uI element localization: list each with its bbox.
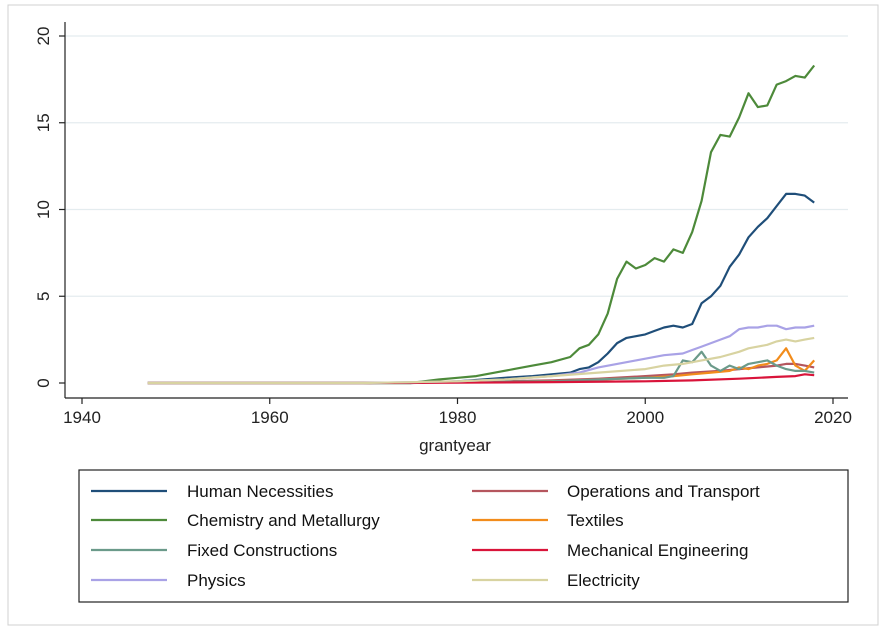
legend-label-5: Mechanical Engineering <box>567 541 748 560</box>
series-lines <box>147 64 816 385</box>
x-tick-label-3: 2000 <box>626 408 664 427</box>
series-line-7 <box>147 336 815 385</box>
x-tick-label-1: 1960 <box>251 408 289 427</box>
y-tick-label-1: 5 <box>34 292 53 301</box>
y-tick-label-3: 15 <box>34 113 53 132</box>
legend: Human Necessities Operations and Transpor… <box>78 469 849 603</box>
legend-box <box>78 469 849 603</box>
y-tick-label-4: 20 <box>34 27 53 46</box>
x-axis-title: grantyear <box>419 436 491 455</box>
legend-label-3: Textiles <box>567 511 624 530</box>
y-tick-label-0: 0 <box>34 378 53 387</box>
grid <box>65 35 848 297</box>
y-tick-label-2: 10 <box>34 200 53 219</box>
x-tick-label-2: 1980 <box>439 408 477 427</box>
legend-label-7: Electricity <box>567 571 640 590</box>
x-tick-label-4: 2020 <box>814 408 852 427</box>
x-tick-label-0: 1940 <box>63 408 101 427</box>
legend-label-2: Chemistry and Metallurgy <box>187 511 380 530</box>
series-line-2 <box>147 64 816 385</box>
legend-label-6: Physics <box>187 571 246 590</box>
legend-label-0: Human Necessities <box>187 482 333 501</box>
legend-label-1: Operations and Transport <box>567 482 760 501</box>
legend-label-4: Fixed Constructions <box>187 541 337 560</box>
axes: 0 5 10 15 20 1940 1960 1980 2000 2020 <box>34 22 852 427</box>
